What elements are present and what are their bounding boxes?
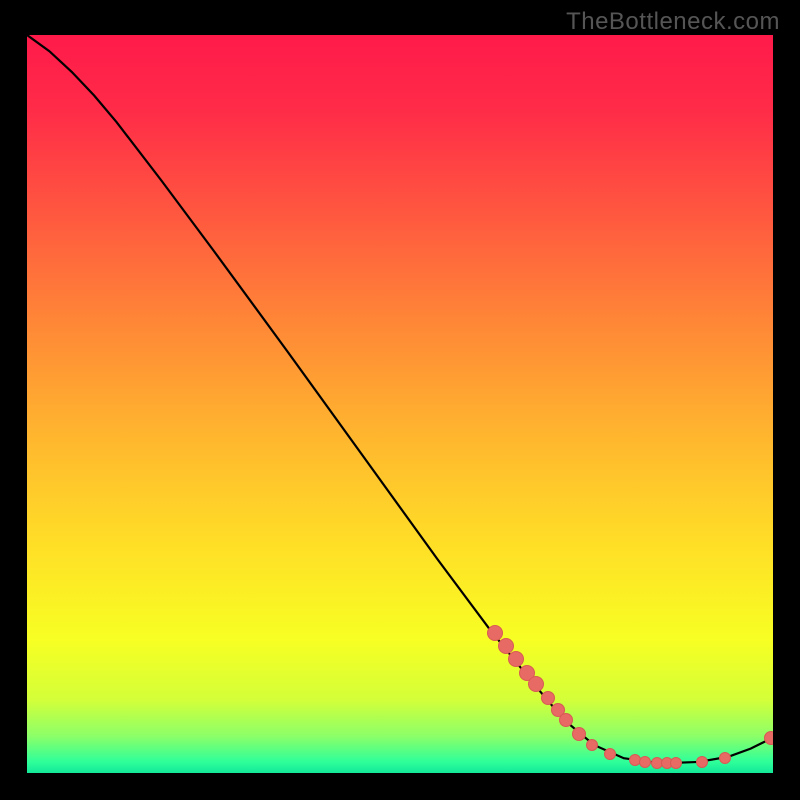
scatter-marker [541,691,555,705]
scatter-marker [604,748,616,760]
scatter-marker [559,713,573,727]
scatter-marker [639,756,651,768]
scatter-marker [719,752,731,764]
scatter-marker [572,727,586,741]
scatter-marker [528,676,544,692]
scatter-marker [764,731,773,745]
scatter-marker [696,756,708,768]
plot-area [27,35,773,773]
scatter-marker [670,757,682,769]
scatter-marker [586,739,598,751]
marker-layer [27,35,773,773]
watermark-text: TheBottleneck.com [566,8,780,36]
